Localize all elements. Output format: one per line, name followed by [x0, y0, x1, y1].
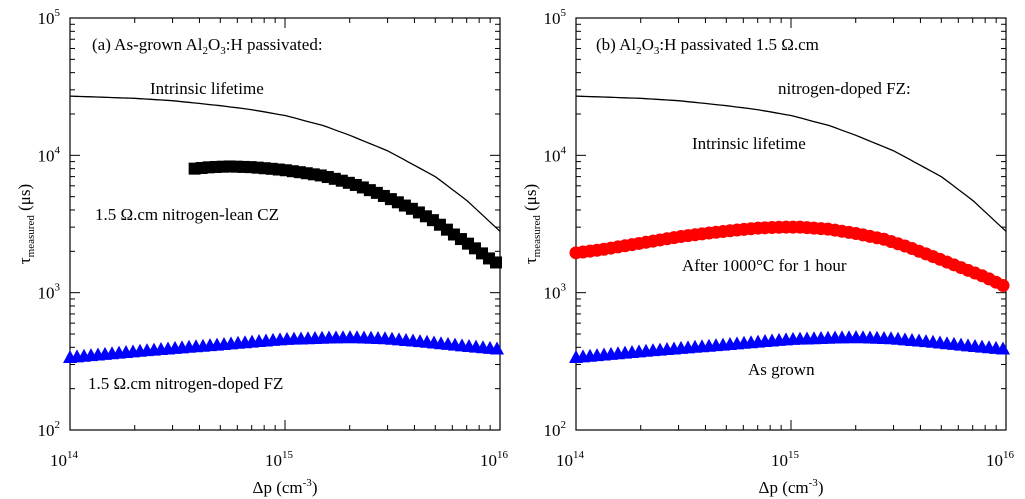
- axis-ticks: [575, 18, 1006, 431]
- data-point: [251, 161, 264, 174]
- x-tick-label: 1014: [556, 449, 585, 470]
- axis-ticks: [69, 18, 500, 431]
- series-intrinsic-lifetime: [575, 95, 1007, 232]
- series-as-grown: [569, 330, 1010, 364]
- y-tick-label: 102: [544, 419, 567, 440]
- y-tick-label: 103: [38, 282, 61, 303]
- panel-title-line2: nitrogen-doped FZ:: [778, 79, 911, 98]
- series-layer: [569, 95, 1010, 364]
- data-point: [490, 341, 504, 355]
- y-tick-label: 104: [38, 144, 61, 165]
- annotation-anneal: After 1000°C for 1 hour: [682, 256, 847, 275]
- y-tick-labels: 102 103 104 105: [38, 7, 61, 440]
- series-layer: [63, 95, 504, 364]
- series-line: [69, 95, 501, 232]
- data-point: [489, 256, 502, 269]
- x-tick-label: 1015: [771, 449, 800, 470]
- x-tick-label: 1014: [50, 449, 79, 470]
- y-tick-label: 105: [38, 7, 61, 28]
- annotation-intrinsic: Intrinsic lifetime: [150, 79, 264, 98]
- y-tick-label: 102: [38, 419, 61, 440]
- series-1-5-cm-nitrogen-doped-fz: [63, 330, 504, 364]
- x-tick-labels: 1014 1015 1016: [556, 449, 1015, 470]
- y-tick-label: 105: [544, 7, 567, 28]
- x-axis-label: Δp (cm-3): [253, 477, 318, 497]
- x-tick-label: 1016: [480, 449, 509, 470]
- data-point: [996, 341, 1010, 355]
- series-after-1000-c-for-1-hour: [569, 220, 1010, 293]
- panel-a: 102 103 104 105 1014 1015 1016 (a) As-grown A…: [15, 7, 509, 497]
- series-line: [575, 95, 1007, 232]
- annotation-intrinsic: Intrinsic lifetime: [692, 134, 806, 153]
- data-point: [996, 279, 1010, 293]
- x-axis-label: Δp (cm-3): [759, 477, 824, 497]
- annotation-fz: 1.5 Ω.cm nitrogen-doped FZ: [88, 374, 283, 393]
- x-tick-label: 1015: [265, 449, 294, 470]
- panel-title: (a) As-grown Al2O3:H passivated:: [92, 35, 323, 57]
- y-axis-label: τmeasured (μs): [15, 184, 37, 264]
- y-axis-label: τmeasured (μs): [521, 184, 543, 264]
- series-intrinsic-lifetime: [69, 95, 501, 232]
- panel-b: 102 103 104 105 1014 1015 1016 (b) Al2O3:H pa…: [521, 7, 1015, 497]
- annotation-cz: 1.5 Ω.cm nitrogen-lean CZ: [95, 205, 279, 224]
- panel-title: (b) Al2O3:H passivated 1.5 Ω.cm: [596, 35, 819, 57]
- series-1-5-cm-nitrogen-lean-cz: [188, 160, 502, 269]
- x-tick-label: 1016: [986, 449, 1015, 470]
- y-tick-label: 103: [544, 282, 567, 303]
- y-tick-label: 104: [544, 144, 567, 165]
- y-tick-labels: 102 103 104 105: [544, 7, 567, 440]
- annotation-as-grown: As grown: [748, 360, 815, 379]
- x-tick-labels: 1014 1015 1016: [50, 449, 509, 470]
